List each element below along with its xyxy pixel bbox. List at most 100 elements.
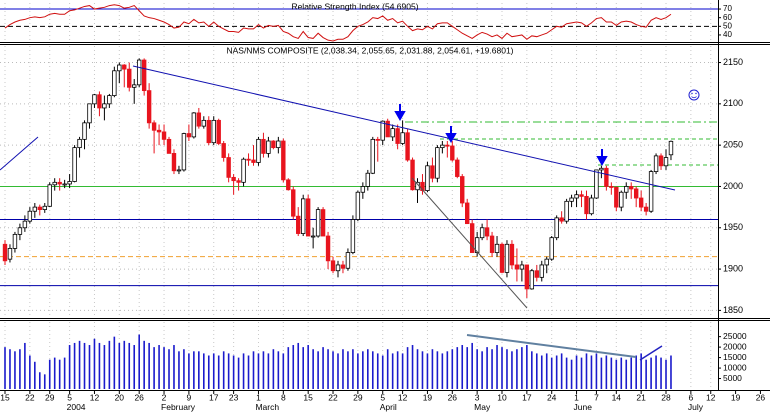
volume-bar <box>501 347 503 389</box>
volume-bar <box>207 355 210 389</box>
volume-bar <box>511 351 513 389</box>
candle-body <box>604 167 609 187</box>
volume-bar <box>53 357 56 389</box>
volume-bar <box>292 345 295 389</box>
volume-bar <box>401 353 404 389</box>
candle-body <box>549 237 554 260</box>
candle-body <box>335 264 341 272</box>
candle-body <box>614 186 619 208</box>
candle-body <box>22 220 28 229</box>
x-tick-label: 12 <box>90 392 100 402</box>
candle-body <box>579 194 584 197</box>
candle-body <box>390 128 395 138</box>
volume-bar <box>347 351 349 389</box>
candle-body <box>52 181 57 186</box>
candle-body <box>216 119 221 144</box>
volume-bar <box>103 345 106 389</box>
candle-body <box>619 191 624 208</box>
candle-body <box>62 183 67 186</box>
x-group-label: 2004 <box>67 402 86 412</box>
volume-bar <box>655 355 657 389</box>
candle-body <box>266 140 271 154</box>
candle-body <box>584 195 589 215</box>
candle-body <box>141 59 147 92</box>
candle-body <box>72 147 77 182</box>
candle-body <box>151 122 157 131</box>
candle-body <box>87 103 92 124</box>
volume-bar <box>555 355 558 389</box>
candle-body <box>564 200 569 222</box>
x-tick-label: 15 <box>303 392 313 402</box>
x-tick-label: 17 <box>522 392 532 402</box>
candle-body <box>599 167 604 171</box>
x-group-label: March <box>255 402 279 412</box>
indicator-line <box>4 4 672 42</box>
candle-body <box>345 252 351 269</box>
y-tick-label: 5000 <box>723 373 742 383</box>
candle-body <box>300 198 306 234</box>
candle-body <box>559 217 564 222</box>
volume-bar <box>38 372 41 389</box>
volume-bar <box>625 359 628 389</box>
y-tick-label: 1850 <box>723 305 743 315</box>
candle-body <box>171 153 177 172</box>
candle-body <box>236 180 241 183</box>
y-tick-label: 50 <box>723 21 732 30</box>
volume-bar <box>436 351 439 389</box>
smiley-icon <box>688 89 700 101</box>
volume-bar <box>29 355 31 389</box>
candle-body <box>82 122 87 140</box>
frames <box>0 0 770 391</box>
y-tick-label: 15000 <box>723 352 747 362</box>
candle-body <box>206 119 211 144</box>
candle-body <box>226 157 231 178</box>
candle-body <box>450 145 455 161</box>
x-group-label: April <box>380 402 397 412</box>
volume-bar <box>471 342 473 389</box>
volume-bar <box>535 353 538 389</box>
volume-bar <box>212 353 215 389</box>
x-tick-label: 1 <box>574 392 579 402</box>
x-tick-label: 5 <box>67 392 72 402</box>
volume-bar <box>640 353 642 389</box>
candle-body <box>156 129 162 133</box>
volume-bar <box>262 351 265 389</box>
x-tick-label: 8 <box>281 392 286 402</box>
candle-body <box>648 171 654 212</box>
volume-bar <box>247 355 250 389</box>
volume-bar <box>227 353 230 389</box>
x-tick-label: 24 <box>547 392 557 402</box>
y-tick-label: 60 <box>723 13 732 22</box>
volume-bar <box>645 359 647 389</box>
volume-bar <box>491 349 493 389</box>
candle-body <box>310 235 316 238</box>
candle-body <box>400 132 405 144</box>
volume-bar <box>277 351 280 389</box>
volume-bar <box>650 357 652 389</box>
x-tick-label: 2 <box>162 392 167 402</box>
candle-body <box>529 270 535 290</box>
x-tick-label: 22 <box>328 392 338 402</box>
volume-bar <box>620 357 623 389</box>
candle-body <box>569 197 574 202</box>
candle-body <box>474 237 480 253</box>
volume-bar <box>252 351 255 389</box>
candle-body <box>504 243 510 273</box>
candle-body <box>221 143 226 158</box>
volume-bar <box>297 342 300 389</box>
candle-body <box>161 131 167 140</box>
candle-body <box>196 112 202 127</box>
candle-body <box>136 59 142 86</box>
x-tick-label: 22 <box>25 392 35 402</box>
candle-body <box>460 176 465 204</box>
volume-bar <box>560 353 563 389</box>
indicator-title: Relative Strength Index (54.6905) <box>291 1 418 11</box>
candle-body <box>57 181 62 185</box>
volume-bar <box>128 342 131 389</box>
x-tick-label: 10 <box>497 392 507 402</box>
volume-bar <box>138 334 140 389</box>
x-tick-label: 6 <box>688 392 693 402</box>
volume-bar <box>371 351 374 389</box>
volume-bar <box>168 349 170 389</box>
